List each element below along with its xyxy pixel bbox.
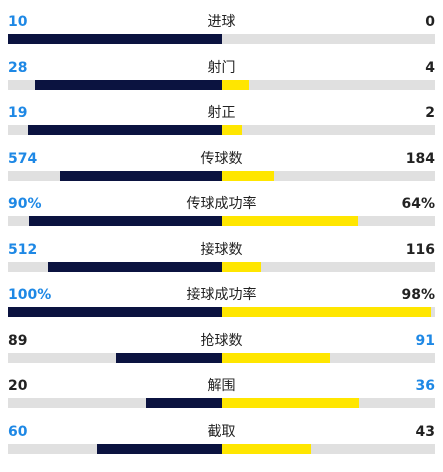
stat-label: 传球成功率 <box>186 196 257 212</box>
away-value: 2 <box>425 105 435 121</box>
home-bar-fill <box>48 262 222 272</box>
home-value: 100% <box>8 287 52 303</box>
away-value: 64% <box>401 196 435 212</box>
home-value: 28 <box>8 60 28 76</box>
away-bar-track <box>222 307 435 317</box>
stat-label: 截取 <box>207 424 236 440</box>
away-bar-track <box>222 444 435 454</box>
away-bar-fill <box>222 262 261 272</box>
away-bar-track <box>222 353 435 363</box>
away-bar-fill <box>222 80 249 90</box>
away-value: 36 <box>415 378 435 394</box>
home-bar-fill <box>8 34 222 44</box>
away-value: 98% <box>401 287 435 303</box>
home-bar-fill <box>116 353 222 363</box>
away-bar-track <box>222 171 435 181</box>
home-value: 60 <box>8 424 28 440</box>
home-value: 19 <box>8 105 28 121</box>
home-bar-track <box>8 398 222 408</box>
home-bar-track <box>8 216 222 226</box>
away-bar-fill <box>222 353 330 363</box>
home-value: 512 <box>8 242 38 258</box>
stat-row: 512 接球数 116 <box>0 240 443 285</box>
home-bar-fill <box>8 307 222 317</box>
away-bar-fill <box>222 125 242 135</box>
stat-label: 解围 <box>207 378 236 394</box>
home-bar-fill <box>146 398 222 408</box>
stat-label: 进球 <box>207 14 236 30</box>
home-bar-track <box>8 125 222 135</box>
away-bar-track <box>222 125 435 135</box>
home-bar-fill <box>35 80 222 90</box>
stat-row: 574 传球数 184 <box>0 149 443 194</box>
stat-label: 接球数 <box>200 242 243 258</box>
stat-label: 射门 <box>207 60 236 76</box>
away-bar-track <box>222 34 435 44</box>
stat-label: 传球数 <box>200 151 243 167</box>
home-bar-track <box>8 171 222 181</box>
home-bar-fill <box>29 216 222 226</box>
stat-label: 接球成功率 <box>186 287 257 303</box>
stat-label: 射正 <box>207 105 236 121</box>
away-bar-track <box>222 80 435 90</box>
home-bar-track <box>8 307 222 317</box>
home-bar-track <box>8 34 222 44</box>
home-bar-track <box>8 262 222 272</box>
away-value: 0 <box>425 14 435 30</box>
away-bar-fill <box>222 171 274 181</box>
away-value: 4 <box>425 60 435 76</box>
home-value: 89 <box>8 333 28 349</box>
stat-row: 28 射门 4 <box>0 58 443 103</box>
home-bar-track <box>8 353 222 363</box>
away-value: 184 <box>405 151 435 167</box>
away-value: 116 <box>405 242 435 258</box>
away-value: 43 <box>415 424 435 440</box>
home-bar-track <box>8 444 222 454</box>
home-bar-track <box>8 80 222 90</box>
stat-row: 60 截取 43 <box>0 422 443 467</box>
away-bar-fill <box>222 307 431 317</box>
home-value: 574 <box>8 151 38 167</box>
away-bar-track <box>222 216 435 226</box>
stat-row: 10 进球 0 <box>0 12 443 57</box>
home-value: 10 <box>8 14 28 30</box>
home-value: 90% <box>8 196 42 212</box>
away-bar-fill <box>222 216 358 226</box>
home-bar-fill <box>28 125 222 135</box>
stat-row: 20 解围 36 <box>0 376 443 421</box>
home-value: 20 <box>8 378 28 394</box>
home-bar-fill <box>97 444 222 454</box>
away-bar-track <box>222 262 435 272</box>
stat-row: 90% 传球成功率 64% <box>0 194 443 239</box>
stat-row: 100% 接球成功率 98% <box>0 285 443 330</box>
stat-row: 19 射正 2 <box>0 103 443 148</box>
home-bar-fill <box>60 171 222 181</box>
away-bar-fill <box>222 398 359 408</box>
stat-label: 抢球数 <box>200 333 243 349</box>
stat-row: 89 抢球数 91 <box>0 331 443 376</box>
away-bar-fill <box>222 444 311 454</box>
away-value: 91 <box>415 333 435 349</box>
away-bar-track <box>222 398 435 408</box>
